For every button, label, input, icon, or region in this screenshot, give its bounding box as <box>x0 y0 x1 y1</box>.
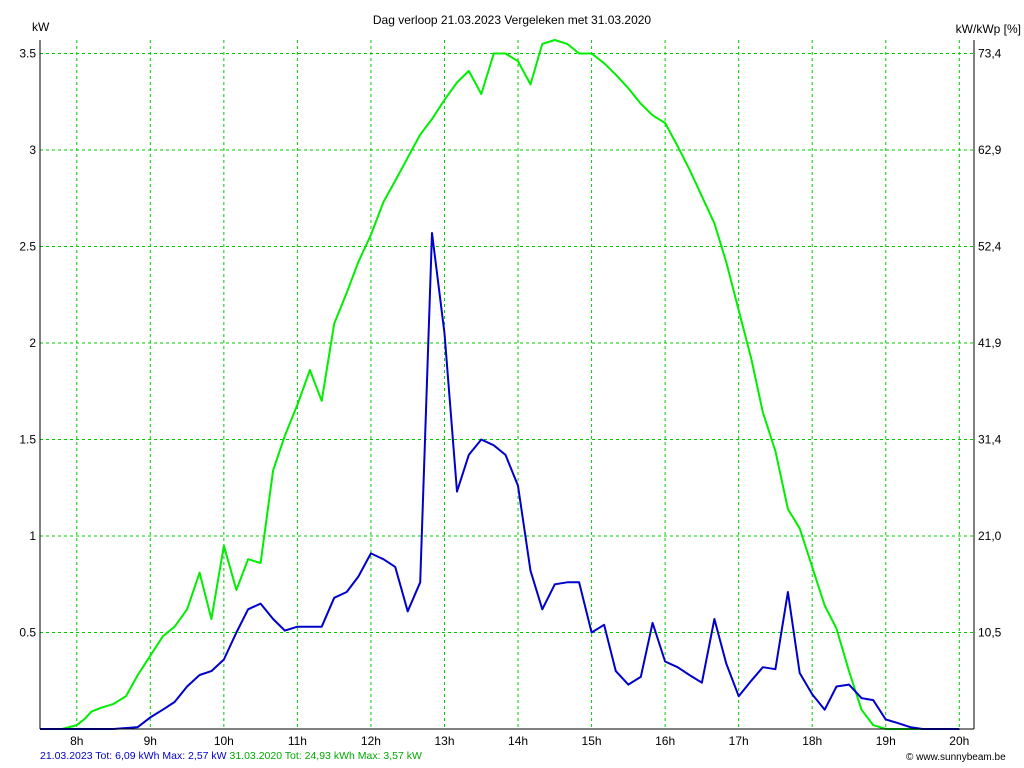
y-tick-label-right: 31,4 <box>978 433 1002 447</box>
footer-summary: 21.03.2023 Tot: 6,09 kWh Max: 2,57 kW 31… <box>40 750 422 762</box>
x-tick-label: 20h <box>949 734 969 748</box>
x-tick-label: 10h <box>214 734 234 748</box>
series-2023-line <box>40 232 960 730</box>
y-axis-left-label: kW <box>32 20 50 34</box>
y-tick-labels-left: 0.5 1 1.5 2 2.5 3 3.5 <box>19 47 36 640</box>
grid <box>40 40 974 729</box>
plot-area <box>40 40 974 729</box>
x-tick-label: 9h <box>144 734 157 748</box>
footer-2023-summary: 21.03.2023 Tot: 6,09 kWh Max: 2,57 kW <box>40 750 227 762</box>
x-tick-label: 15h <box>582 734 602 748</box>
y-tick-label-right: 52,4 <box>978 240 1002 254</box>
y-tick-label-left: 1.5 <box>19 433 36 447</box>
y-tick-label-right: 73,4 <box>978 47 1002 61</box>
credit-text: © www.sunnybeam.be <box>906 752 1006 763</box>
chart-title: Dag verloop 21.03.2023 Vergeleken met 31… <box>373 13 652 27</box>
x-tick-label: 18h <box>802 734 822 748</box>
y-tick-label-left: 3 <box>29 143 36 157</box>
y-axis-right-label: kW/kWp [%] <box>956 22 1021 36</box>
x-tick-label: 17h <box>729 734 749 748</box>
axes <box>39 40 975 730</box>
y-tick-label-right: 41,9 <box>978 336 1002 350</box>
y-tick-label-left: 0.5 <box>19 626 36 640</box>
x-tick-label: 12h <box>361 734 381 748</box>
y-tick-label-left: 2 <box>29 336 36 350</box>
y-tick-label-right: 10,5 <box>978 626 1002 640</box>
y-tick-label-left: 1 <box>29 529 36 543</box>
series-2020-line <box>40 39 960 730</box>
y-tick-label-right: 62,9 <box>978 143 1002 157</box>
y-tick-labels-right: 10,5 21,0 31,4 41,9 52,4 62,9 73,4 <box>978 47 1002 640</box>
x-tick-label: 8h <box>70 734 83 748</box>
y-tick-label-left: 2.5 <box>19 240 36 254</box>
x-tick-label: 14h <box>508 734 528 748</box>
y-tick-label-right: 21,0 <box>978 529 1002 543</box>
y-tick-label-left: 3.5 <box>19 47 36 61</box>
series-layer <box>40 39 960 730</box>
x-tick-label: 19h <box>876 734 896 748</box>
x-tick-label: 16h <box>655 734 675 748</box>
x-tick-label: 13h <box>434 734 454 748</box>
x-tick-labels: 8h 9h 10h 11h 12h 13h 14h 15h 16h 17h 18h 19h 20h <box>70 734 969 748</box>
x-tick-label: 11h <box>288 734 307 748</box>
footer-2020-summary: 31.03.2020 Tot: 24,93 kWh Max: 3,57 kW <box>229 750 422 762</box>
